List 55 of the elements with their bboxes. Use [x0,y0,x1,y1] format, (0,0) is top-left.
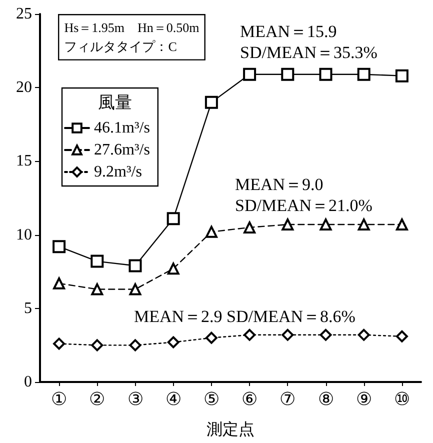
point [167,262,180,275]
point [396,218,408,230]
point [166,212,180,226]
x-tick-label: ⑨ [356,389,372,409]
x-tick-label: ⑧ [318,389,334,409]
point [91,339,104,352]
legend-label: 46.1m³/s [94,120,150,136]
point [129,339,142,352]
point [205,226,218,238]
point [90,254,104,268]
point [395,69,408,82]
point [319,68,332,81]
point [282,218,294,230]
point [358,328,370,341]
x-tick-label: ① [51,389,68,409]
annotation: MEAN＝9.0 SD/MEAN＝21.0% [235,175,372,215]
annotation: MEAN＝2.9 SD/MEAN＝8.6% [134,307,356,326]
point [243,68,256,81]
point [282,328,294,341]
x-tick-label: ④ [165,389,182,409]
x-tick-label: ⑥ [242,389,258,409]
point [53,277,66,290]
point [357,68,370,81]
point [320,218,332,230]
point [53,338,66,350]
x-tick-label: ⑦ [280,389,296,409]
point [205,332,218,344]
point [167,336,180,348]
x-tick-label: ③ [127,389,144,409]
legend-title: 風量 [98,93,132,112]
annotation: Hs＝1.95m Hn＝0.50m フィルタタイプ：C [64,20,200,54]
x-tick-label: ⑤ [203,389,220,409]
y-tick-label: 15 [16,152,32,170]
x-tick-label: ② [89,389,106,409]
point [204,96,218,109]
y-tick-label: 5 [24,300,32,317]
annotation: MEAN＝15.9 SD/MEAN＝35.3% [240,22,378,62]
point [396,330,408,342]
x-tick-label: ⑩ [394,389,410,409]
x-axis-title: 測定点 [206,420,254,438]
y-tick-label: 20 [16,79,32,96]
point [91,283,104,296]
legend-label: 27.6m³/s [94,142,150,158]
point [128,259,142,272]
point [281,68,294,81]
legend-label: 9.2m³/s [94,164,142,180]
y-tick-label: 0 [24,374,32,390]
point [358,218,370,230]
point [129,283,142,296]
y-tick-label: 25 [16,6,32,22]
point [244,221,256,234]
point [320,328,332,341]
point [52,240,66,254]
y-tick-label: 10 [16,226,32,244]
point [244,328,256,341]
